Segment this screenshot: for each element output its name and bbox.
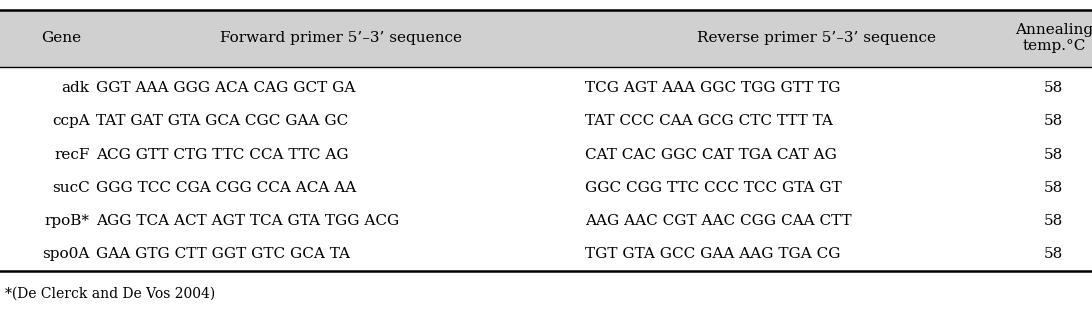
Text: GAA GTG CTT GGT GTC GCA TA: GAA GTG CTT GGT GTC GCA TA bbox=[96, 247, 351, 261]
Text: AAG AAC CGT AAC CGG CAA CTT: AAG AAC CGT AAC CGG CAA CTT bbox=[585, 214, 852, 228]
Text: 58: 58 bbox=[1044, 148, 1064, 162]
Text: TAT GAT GTA GCA CGC GAA GC: TAT GAT GTA GCA CGC GAA GC bbox=[96, 114, 348, 128]
Text: ccpA: ccpA bbox=[51, 114, 90, 128]
Text: 58: 58 bbox=[1044, 181, 1064, 195]
Text: TGT GTA GCC GAA AAG TGA CG: TGT GTA GCC GAA AAG TGA CG bbox=[585, 247, 841, 261]
Text: 58: 58 bbox=[1044, 247, 1064, 261]
Text: Reverse primer 5’–3’ sequence: Reverse primer 5’–3’ sequence bbox=[698, 31, 936, 45]
Text: ACG GTT CTG TTC CCA TTC AG: ACG GTT CTG TTC CCA TTC AG bbox=[96, 148, 348, 162]
Text: 58: 58 bbox=[1044, 214, 1064, 228]
Text: GGT AAA GGG ACA CAG GCT GA: GGT AAA GGG ACA CAG GCT GA bbox=[96, 81, 356, 95]
Bar bbox=[0, 10, 1092, 67]
Text: TAT CCC CAA GCG CTC TTT TA: TAT CCC CAA GCG CTC TTT TA bbox=[585, 114, 833, 128]
Text: GGG TCC CGA CGG CCA ACA AA: GGG TCC CGA CGG CCA ACA AA bbox=[96, 181, 356, 195]
Text: *(De Clerck and De Vos 2004): *(De Clerck and De Vos 2004) bbox=[5, 287, 216, 300]
Text: adk: adk bbox=[61, 81, 90, 95]
Text: GGC CGG TTC CCC TCC GTA GT: GGC CGG TTC CCC TCC GTA GT bbox=[585, 181, 842, 195]
Text: TCG AGT AAA GGC TGG GTT TG: TCG AGT AAA GGC TGG GTT TG bbox=[585, 81, 841, 95]
Text: 58: 58 bbox=[1044, 114, 1064, 128]
Text: AGG TCA ACT AGT TCA GTA TGG ACG: AGG TCA ACT AGT TCA GTA TGG ACG bbox=[96, 214, 400, 228]
Text: Forward primer 5’–3’ sequence: Forward primer 5’–3’ sequence bbox=[219, 31, 462, 45]
Text: spo0A: spo0A bbox=[43, 247, 90, 261]
Text: CAT CAC GGC CAT TGA CAT AG: CAT CAC GGC CAT TGA CAT AG bbox=[585, 148, 838, 162]
Text: Gene: Gene bbox=[41, 31, 82, 45]
Text: recF: recF bbox=[55, 148, 90, 162]
Text: rpoB*: rpoB* bbox=[45, 214, 90, 228]
Text: sucC: sucC bbox=[51, 181, 90, 195]
Text: Annealing
temp.°C: Annealing temp.°C bbox=[1014, 23, 1092, 53]
Text: 58: 58 bbox=[1044, 81, 1064, 95]
